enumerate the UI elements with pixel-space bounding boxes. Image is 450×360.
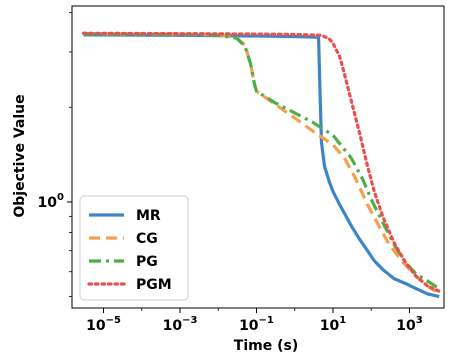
x-tick-label: 103 — [396, 315, 422, 334]
y-tick-label: 100 — [38, 192, 64, 211]
legend-label-cg: CG — [136, 231, 158, 247]
legend-label-pgm: PGM — [136, 277, 172, 293]
y-axis-title: Objective Value — [12, 94, 28, 217]
series-line-pg — [83, 32, 441, 290]
legend-label-pg: PG — [136, 254, 158, 270]
x-tick-label: 10−3 — [163, 315, 198, 334]
legend: MR CG PG PGM — [79, 195, 189, 301]
x-tick-label: 10−5 — [86, 315, 121, 334]
x-axis-title: Time (s) — [234, 338, 298, 354]
series-line-pgm — [81, 31, 441, 293]
legend-box — [79, 195, 189, 301]
x-tick-label: 101 — [320, 315, 346, 334]
legend-label-mr: MR — [136, 208, 161, 224]
plot-frame — [71, 5, 445, 309]
series-line-mr — [83, 33, 440, 299]
x-tick-label: 10−1 — [239, 315, 274, 334]
